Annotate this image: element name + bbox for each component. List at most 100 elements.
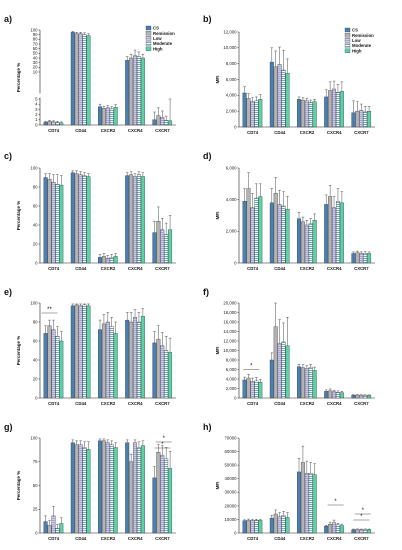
bar-cs-cd44 — [70, 442, 75, 534]
x-category-label: CD44 — [75, 266, 87, 271]
bar-low-cxcr2 — [105, 258, 110, 264]
y-axis-label: Percentage % — [16, 201, 21, 231]
bar-moderate-cd74 — [55, 528, 60, 534]
x-category-label: CXCR2 — [300, 130, 315, 135]
legend-swatch-high — [344, 48, 351, 53]
bar-cs-cxcr7 — [351, 112, 356, 128]
bar-moderate-cd74 — [254, 520, 259, 534]
bar-remission-cxcr2 — [101, 108, 106, 126]
bar-high-cxcr4 — [339, 91, 344, 128]
bar-cs-cxcr2 — [297, 99, 301, 128]
x-category-label: CXCR4 — [128, 536, 143, 541]
x-category-label: CXCR4 — [327, 536, 342, 541]
legend-swatch-cs — [344, 27, 351, 33]
bar-moderate-cxcr7 — [164, 458, 169, 534]
bar-low-cd74 — [51, 182, 56, 264]
bar-remission-cxcr4 — [129, 321, 134, 399]
bar-cs-cd44 — [269, 517, 274, 534]
bar-high-cd74 — [59, 122, 64, 126]
legend-label: CS — [352, 28, 358, 33]
legend-label: CS — [153, 26, 159, 31]
bar-high-cxcr2 — [113, 333, 118, 399]
x-category-label: CXCR7 — [354, 266, 369, 271]
panel-label-e: e) — [4, 287, 12, 297]
bar-remission-cd74 — [47, 121, 52, 126]
bar-cs-cxcr2 — [297, 218, 301, 264]
x-category-label: CXCR2 — [300, 266, 315, 271]
bar-low-cd74 — [250, 381, 255, 399]
bar-remission-cxcr2 — [300, 367, 305, 399]
bar-low-cxcr2 — [304, 368, 309, 399]
bar-low-cxcr4 — [133, 442, 138, 534]
bar-moderate-cxcr2 — [109, 444, 114, 534]
panel-c: c) 0 20 40 60 80 100 Percentage % CD74 CD44 CXCR2… — [4, 151, 176, 271]
y-axis-label: Percentage % — [16, 471, 21, 501]
legend-label: Moderate — [153, 41, 173, 46]
bar-moderate-cd44 — [281, 69, 286, 128]
legend-label: High — [153, 46, 163, 51]
y-tick-label: 100 — [30, 27, 38, 32]
bar-moderate-cd74 — [254, 197, 259, 264]
bar-moderate-cxcr2 — [109, 326, 114, 399]
bar-cs-cd44 — [269, 61, 274, 128]
bar-remission-cxcr2 — [300, 462, 305, 534]
x-category-label: CXCR4 — [327, 130, 342, 135]
bar-low-cxcr4 — [332, 391, 337, 399]
y-tick-label: 6,000 — [226, 367, 237, 372]
bar-high-cd74 — [59, 340, 64, 399]
y-tick-label: 20 — [33, 241, 38, 246]
x-category-label: CXCR4 — [128, 401, 143, 406]
y-tick-label: 90 — [33, 32, 38, 37]
bar-cs-cxcr2 — [98, 257, 102, 264]
bar-moderate-cxcr4 — [136, 174, 141, 264]
bar-high-cxcr7 — [367, 110, 372, 128]
panel-label-a: a) — [4, 14, 12, 24]
bar-remission-cxcr7 — [355, 252, 360, 264]
bar-moderate-cxcr4 — [335, 201, 340, 264]
y-tick-label: 8,000 — [226, 61, 237, 66]
bar-remission-cxcr7 — [156, 221, 161, 264]
panel-label-c: c) — [4, 151, 12, 161]
bar-moderate-cxcr4 — [136, 321, 141, 399]
x-category-label: CXCR2 — [101, 401, 116, 406]
x-category-label: CD74 — [48, 128, 60, 133]
y-tick-label: 70 — [33, 41, 38, 46]
bar-high-cd74 — [258, 196, 263, 264]
y-tick-label: 60000 — [225, 449, 238, 454]
bar-low-cxcr7 — [359, 394, 364, 399]
bar-remission-cxcr7 — [355, 529, 360, 534]
y-tick-label: 1 — [35, 117, 38, 122]
bar-cs-cd74 — [43, 122, 48, 126]
bar-high-cxcr2 — [113, 256, 118, 264]
bar-low-cd44 — [277, 64, 282, 128]
bar-high-cxcr7 — [168, 120, 173, 126]
bar-remission-cd44 — [74, 304, 79, 399]
x-category-label: CXCR7 — [354, 401, 369, 406]
legend-swatch-high — [145, 46, 152, 51]
panel-b-plot: 0 2,000 4,000 6,000 8,000 10,000 12,000 MFI CD74… — [215, 28, 375, 135]
y-tick-label: 80 — [33, 37, 38, 42]
x-category-label: CD44 — [75, 401, 87, 406]
bar-moderate-cxcr2 — [308, 366, 313, 399]
x-category-label: CXCR4 — [128, 128, 143, 133]
panel-f-plot: 0 2,000 4,000 6,000 8,000 10,000 12,000 14,000 1… — [215, 300, 375, 406]
bar-low-cxcr7 — [359, 110, 364, 128]
y-tick-label: 10,000 — [223, 45, 237, 50]
x-category-label: CXCR2 — [101, 266, 116, 271]
bar-high-cxcr7 — [168, 352, 173, 399]
panel-c-plot: 0 20 40 60 80 100 Percentage % CD74 CD44 CXCR2 CXC… — [16, 165, 176, 271]
bar-low-cxcr7 — [359, 253, 364, 264]
bar-high-cxcr4 — [140, 445, 145, 534]
bar-high-cd44 — [86, 449, 91, 534]
y-tick-label: 80 — [33, 184, 38, 189]
legend-label: High — [352, 48, 362, 53]
bar-remission-cxcr2 — [300, 221, 305, 264]
y-tick-label: 3 — [35, 107, 38, 112]
bar-cs-cxcr2 — [297, 471, 301, 534]
bar-high-cxcr4 — [140, 316, 145, 399]
y-tick-label: 16,000 — [223, 319, 237, 324]
legend-swatch-moderate — [344, 43, 351, 48]
x-category-label: CD74 — [247, 266, 259, 271]
y-tick-label: 0 — [234, 530, 237, 535]
